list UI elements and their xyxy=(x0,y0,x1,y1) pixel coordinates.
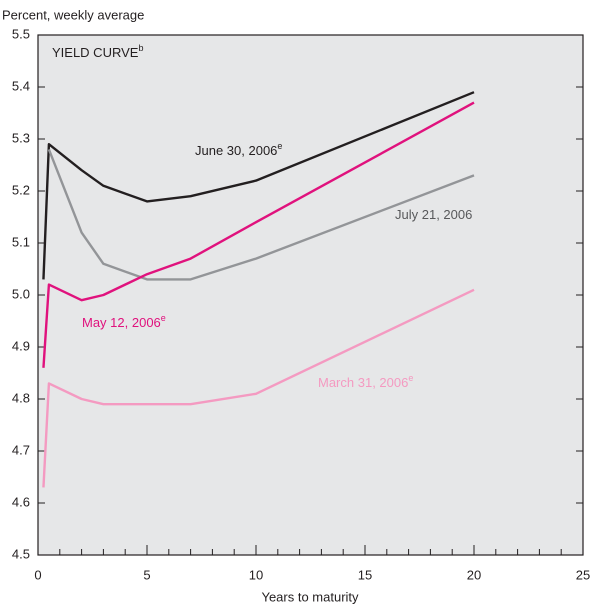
series-note: e xyxy=(408,373,413,383)
series-line xyxy=(42,101,475,368)
series-name: July 21, 2006 xyxy=(395,207,472,222)
title-text: YIELD CURVE xyxy=(52,45,139,60)
y-tick-label: 4.5 xyxy=(12,546,30,561)
y-tick-label: 4.8 xyxy=(12,390,30,405)
y-tick-label: 5.1 xyxy=(12,234,30,249)
series-note: e xyxy=(277,141,282,151)
x-tick-label: 5 xyxy=(143,567,150,582)
series-label: July 21, 2006 xyxy=(395,207,472,222)
chart-title: YIELD CURVEb xyxy=(52,43,143,60)
series-line xyxy=(47,148,475,281)
y-axis-label: Percent, weekly average xyxy=(2,7,144,22)
x-tick-label: 20 xyxy=(467,567,481,582)
series-name: June 30, 2006 xyxy=(195,143,277,158)
x-tick-label: 10 xyxy=(249,567,263,582)
series-label: May 12, 2006e xyxy=(82,313,166,330)
x-tick-label: 0 xyxy=(34,567,41,582)
y-tick-label: 4.6 xyxy=(12,494,30,509)
series-name: May 12, 2006 xyxy=(82,315,161,330)
series-name: March 31, 2006 xyxy=(318,375,408,390)
x-tick-label: 15 xyxy=(358,567,372,582)
y-tick-label: 4.9 xyxy=(12,338,30,353)
title-note: b xyxy=(138,43,143,53)
series-label: June 30, 2006e xyxy=(195,141,282,158)
series-note: e xyxy=(161,313,166,323)
plot-area xyxy=(37,34,584,556)
y-tick-label: 5.0 xyxy=(12,286,30,301)
y-tick-label: 5.3 xyxy=(12,130,30,145)
series-line xyxy=(42,288,475,488)
y-tick-label: 5.4 xyxy=(12,78,30,93)
series-label: March 31, 2006e xyxy=(318,373,413,390)
y-tick-label: 5.5 xyxy=(12,26,30,41)
x-tick-label: 25 xyxy=(576,567,590,582)
y-tick-label: 5.2 xyxy=(12,182,30,197)
y-tick-label: 4.7 xyxy=(12,442,30,457)
x-axis-label: Years to maturity xyxy=(261,589,359,604)
series-line xyxy=(42,91,475,280)
